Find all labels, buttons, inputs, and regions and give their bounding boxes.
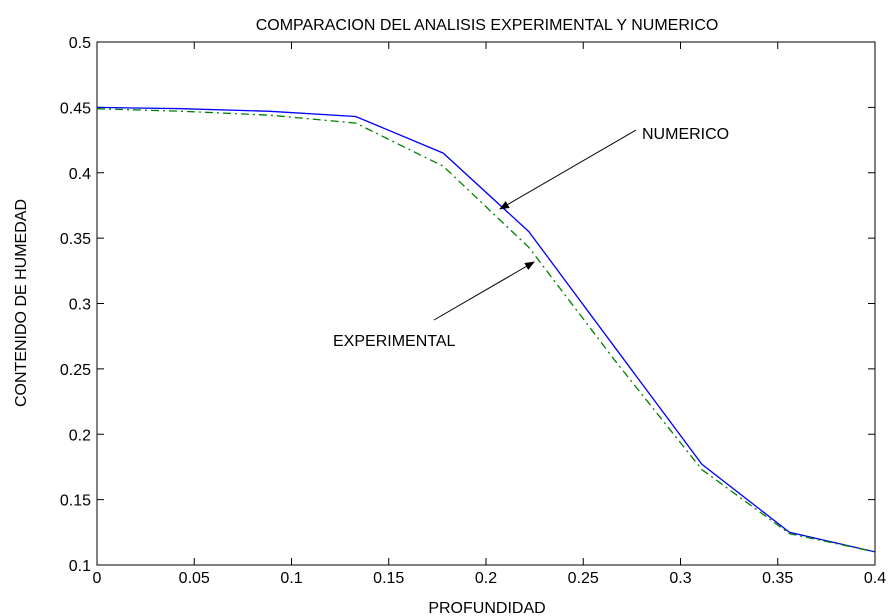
x-tick-label: 0.25 xyxy=(568,570,599,587)
y-tick-label: 0.1 xyxy=(69,558,91,575)
plot-frame xyxy=(96,41,876,566)
x-tick-label: 0.1 xyxy=(280,570,302,587)
y-tick-label: 0.15 xyxy=(60,493,91,510)
experimental-annotation-label: EXPERIMENTAL xyxy=(333,333,456,350)
x-tick-label: 0.3 xyxy=(669,570,691,587)
numerico-arrow xyxy=(499,129,637,210)
x-axis-label: PROFUNDIDAD xyxy=(428,600,545,616)
chart-title: COMPARACION DEL ANALISIS EXPERIMENTAL Y … xyxy=(256,17,719,34)
x-tick-label: 0 xyxy=(93,570,102,587)
x-tick-label: 0.4 xyxy=(864,570,886,587)
x-axis: 0 0.05 0.1 0.15 0.2 0.25 0.3 0.35 0.4 xyxy=(93,42,886,587)
y-tick-label: 0.45 xyxy=(60,100,91,117)
experimental-arrow xyxy=(433,261,535,321)
y-axis-label: CONTENIDO DE HUMEDAD xyxy=(13,199,30,407)
y-tick-label: 0.25 xyxy=(60,362,91,379)
x-tick-label: 0.15 xyxy=(373,570,404,587)
y-tick-label: 0.35 xyxy=(60,231,91,248)
plot-area xyxy=(96,41,876,566)
y-tick-label: 0.2 xyxy=(69,427,91,444)
y-axis: 0.1 0.15 0.2 0.25 0.3 0.35 0.4 0.45 0.5 xyxy=(60,35,875,575)
series-line-numerico xyxy=(96,106,876,553)
x-tick-label: 0.2 xyxy=(475,570,497,587)
series-line-experimental xyxy=(96,108,876,553)
series-layer xyxy=(96,106,876,553)
numerico-annotation-label: NUMERICO xyxy=(642,126,729,143)
y-tick-label: 0.5 xyxy=(69,35,91,52)
x-tick-label: 0.35 xyxy=(762,570,793,587)
annotations: NUMERICO EXPERIMENTAL xyxy=(333,126,729,350)
x-tick-label: 0.05 xyxy=(179,570,210,587)
y-tick-label: 0.4 xyxy=(69,166,91,183)
y-tick-label: 0.3 xyxy=(69,297,91,314)
